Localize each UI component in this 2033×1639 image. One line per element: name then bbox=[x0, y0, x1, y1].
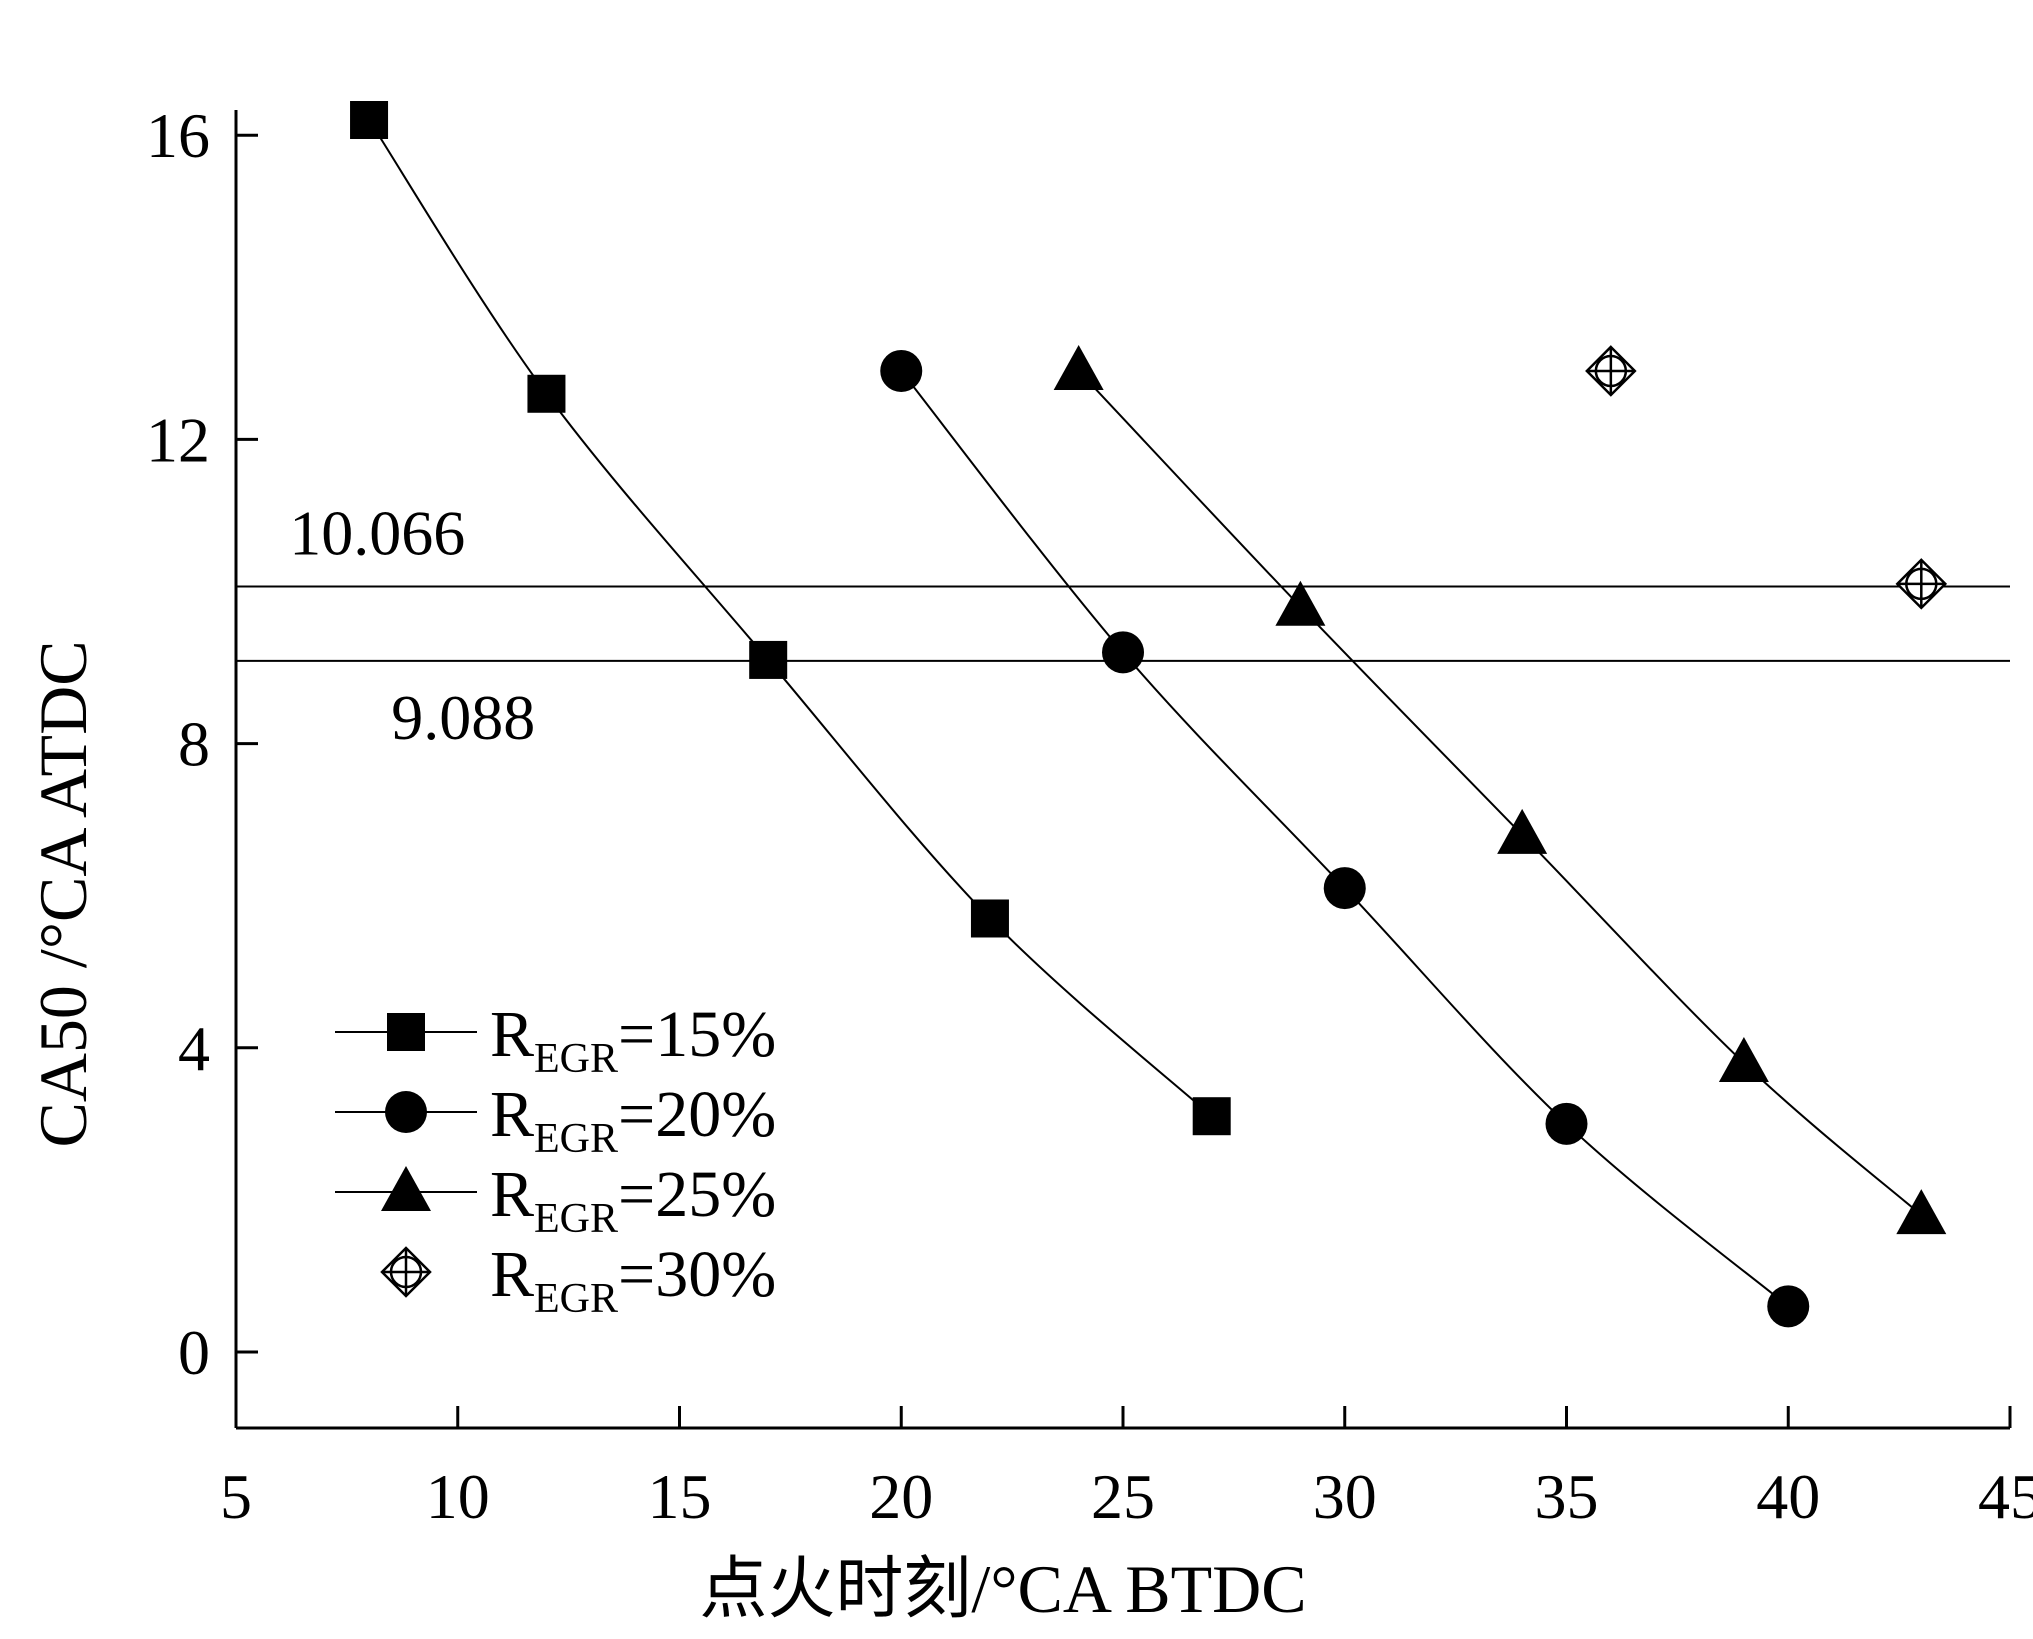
data-point-square bbox=[527, 374, 566, 413]
x-tick-label: 30 bbox=[1313, 1461, 1377, 1532]
x-tick-label: 15 bbox=[648, 1461, 712, 1532]
legend-label-main: R bbox=[490, 1078, 534, 1151]
data-point-circle bbox=[880, 349, 923, 392]
legend-item: REGR=20% bbox=[335, 1078, 776, 1162]
legend-label-subscript: EGR bbox=[534, 1276, 618, 1322]
data-point-square bbox=[749, 640, 788, 679]
y-tick-label: 0 bbox=[178, 1317, 210, 1388]
data-point-diamond-cross bbox=[380, 1246, 432, 1298]
legend-label-main: R bbox=[490, 1158, 534, 1231]
data-point-diamond-cross bbox=[1585, 345, 1637, 397]
legend-item: REGR=30% bbox=[380, 1238, 776, 1322]
legend-item: REGR=25% bbox=[335, 1158, 776, 1242]
data-point-triangle bbox=[1275, 580, 1326, 626]
data-point-triangle bbox=[1497, 808, 1548, 854]
series-line bbox=[900, 370, 1789, 1308]
y-tick-label: 8 bbox=[178, 709, 210, 780]
legend-label-tail: =25% bbox=[618, 1158, 776, 1231]
x-tick-label: 25 bbox=[1091, 1461, 1155, 1532]
y-tick-label: 4 bbox=[178, 1013, 210, 1084]
x-tick-label: 40 bbox=[1756, 1461, 1820, 1532]
data-point-circle bbox=[1102, 631, 1144, 674]
legend-label: REGR=15% bbox=[490, 998, 776, 1082]
data-point-diamond-cross bbox=[1895, 558, 1948, 610]
data-point-circle bbox=[1767, 1285, 1810, 1328]
reference-line-label: 10.066 bbox=[289, 497, 465, 568]
series-3 bbox=[1585, 345, 1948, 610]
legend-label-main: R bbox=[490, 1238, 534, 1311]
series-1 bbox=[880, 349, 1810, 1328]
y-tick-label: 12 bbox=[146, 404, 210, 475]
data-point-square bbox=[387, 1013, 425, 1051]
series-line bbox=[368, 119, 1213, 1117]
x-tick-label: 45 bbox=[1978, 1461, 2033, 1532]
x-tick-label: 10 bbox=[426, 1461, 490, 1532]
data-point-triangle bbox=[381, 1166, 431, 1211]
data-point-square bbox=[970, 899, 1009, 938]
legend-label-subscript: EGR bbox=[534, 1196, 618, 1242]
legend-item: REGR=15% bbox=[335, 998, 776, 1082]
data-point-triangle bbox=[1896, 1189, 1947, 1235]
legend-label-subscript: EGR bbox=[534, 1116, 618, 1162]
y-axis-title: CA50 /°CA ATDC bbox=[25, 640, 101, 1147]
legend-label-tail: =30% bbox=[618, 1238, 776, 1311]
y-tick-label: 16 bbox=[146, 100, 210, 171]
legend-label: REGR=25% bbox=[490, 1158, 776, 1242]
data-point-triangle bbox=[1053, 344, 1104, 390]
data-point-square bbox=[1192, 1097, 1231, 1136]
x-tick-label: 20 bbox=[869, 1461, 933, 1532]
data-point-triangle bbox=[1718, 1036, 1769, 1082]
legend-label-tail: =20% bbox=[618, 1078, 776, 1151]
series-0 bbox=[350, 101, 1231, 1136]
x-tick-label: 35 bbox=[1535, 1461, 1599, 1532]
series-2 bbox=[1053, 344, 1947, 1235]
series-line bbox=[1077, 370, 1922, 1216]
data-point-circle bbox=[1545, 1102, 1588, 1145]
legend-label-tail: =15% bbox=[618, 998, 776, 1071]
x-axis-title: 点火时刻/°CA BTDC bbox=[699, 1551, 1306, 1627]
legend-label: REGR=30% bbox=[490, 1238, 776, 1322]
data-point-circle bbox=[385, 1091, 427, 1133]
reference-line-label: 9.088 bbox=[391, 682, 535, 753]
data-point-square bbox=[350, 101, 389, 139]
data-point-circle bbox=[1323, 867, 1366, 910]
legend-label-subscript: EGR bbox=[534, 1036, 618, 1082]
legend-label-main: R bbox=[490, 998, 534, 1071]
x-tick-label: 5 bbox=[220, 1461, 252, 1532]
legend-label: REGR=20% bbox=[490, 1078, 776, 1162]
